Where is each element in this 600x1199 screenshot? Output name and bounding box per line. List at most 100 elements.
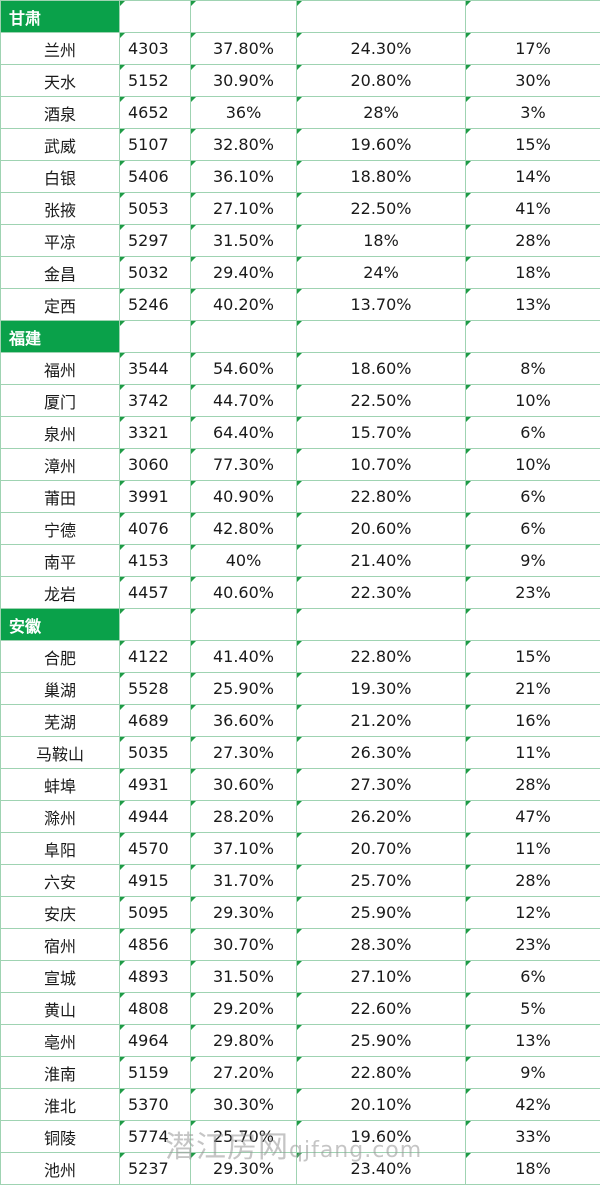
percent-a-cell: 27.10%	[190, 192, 297, 225]
province-name: 福建	[0, 320, 120, 353]
empty-cell	[190, 608, 297, 641]
percent-a-cell: 37.10%	[190, 832, 297, 865]
percent-b-cell: 21.20%	[296, 704, 466, 737]
percent-a-cell: 28.20%	[190, 800, 297, 833]
empty-cell	[296, 320, 466, 353]
province-header-row: 安徽	[0, 608, 600, 641]
value-cell: 4915	[119, 864, 191, 897]
city-name-cell: 龙岩	[0, 576, 120, 609]
percent-c-cell: 30%	[465, 64, 600, 97]
value-cell: 4303	[119, 32, 191, 65]
table-row: 张掖 5053 27.10% 22.50% 41%	[0, 192, 600, 225]
percent-c-cell: 16%	[465, 704, 600, 737]
table-row: 天水 5152 30.90% 20.80% 30%	[0, 64, 600, 97]
percent-c-cell: 23%	[465, 576, 600, 609]
percent-c-cell: 9%	[465, 1056, 600, 1089]
table-row: 合肥 4122 41.40% 22.80% 15%	[0, 640, 600, 673]
empty-cell	[465, 320, 600, 353]
percent-b-cell: 20.10%	[296, 1088, 466, 1121]
percent-a-cell: 31.70%	[190, 864, 297, 897]
province-name: 安徽	[0, 608, 120, 641]
table-row: 龙岩 4457 40.60% 22.30% 23%	[0, 576, 600, 609]
percent-a-cell: 64.40%	[190, 416, 297, 449]
percent-a-cell: 30.70%	[190, 928, 297, 961]
percent-b-cell: 22.80%	[296, 1056, 466, 1089]
percent-c-cell: 41%	[465, 192, 600, 225]
percent-b-cell: 22.30%	[296, 576, 466, 609]
table-row: 宣城 4893 31.50% 27.10% 6%	[0, 960, 600, 993]
table-row: 六安 4915 31.70% 25.70% 28%	[0, 864, 600, 897]
percent-c-cell: 6%	[465, 512, 600, 545]
table-row: 白银 5406 36.10% 18.80% 14%	[0, 160, 600, 193]
percent-b-cell: 27.30%	[296, 768, 466, 801]
percent-b-cell: 19.60%	[296, 1120, 466, 1153]
table-row: 南平 4153 40% 21.40% 9%	[0, 544, 600, 577]
table-row: 芜湖 4689 36.60% 21.20% 16%	[0, 704, 600, 737]
percent-a-cell: 30.60%	[190, 768, 297, 801]
value-cell: 4122	[119, 640, 191, 673]
percent-c-cell: 10%	[465, 384, 600, 417]
value-cell: 3060	[119, 448, 191, 481]
percent-b-cell: 28%	[296, 96, 466, 129]
percent-c-cell: 6%	[465, 480, 600, 513]
percent-a-cell: 40.90%	[190, 480, 297, 513]
city-name-cell: 淮北	[0, 1088, 120, 1121]
city-name-cell: 天水	[0, 64, 120, 97]
percent-a-cell: 29.40%	[190, 256, 297, 289]
table-row: 漳州 3060 77.30% 10.70% 10%	[0, 448, 600, 481]
value-cell: 5159	[119, 1056, 191, 1089]
table-row: 阜阳 4570 37.10% 20.70% 11%	[0, 832, 600, 865]
city-name-cell: 安庆	[0, 896, 120, 929]
percent-b-cell: 28.30%	[296, 928, 466, 961]
percent-c-cell: 18%	[465, 256, 600, 289]
percent-a-cell: 30.30%	[190, 1088, 297, 1121]
city-name-cell: 定西	[0, 288, 120, 321]
percent-a-cell: 32.80%	[190, 128, 297, 161]
table-row: 兰州 4303 37.80% 24.30% 17%	[0, 32, 600, 65]
percent-b-cell: 18.60%	[296, 352, 466, 385]
value-cell: 4856	[119, 928, 191, 961]
city-name-cell: 金昌	[0, 256, 120, 289]
city-name-cell: 兰州	[0, 32, 120, 65]
percent-a-cell: 25.90%	[190, 672, 297, 705]
percent-a-cell: 44.70%	[190, 384, 297, 417]
percent-c-cell: 28%	[465, 768, 600, 801]
city-name-cell: 合肥	[0, 640, 120, 673]
table-row: 淮南 5159 27.20% 22.80% 9%	[0, 1056, 600, 1089]
value-cell: 4570	[119, 832, 191, 865]
value-cell: 4808	[119, 992, 191, 1025]
table-row: 酒泉 4652 36% 28% 3%	[0, 96, 600, 129]
province-header-row: 福建	[0, 320, 600, 353]
percent-c-cell: 17%	[465, 32, 600, 65]
empty-cell	[190, 0, 297, 33]
empty-cell	[190, 320, 297, 353]
city-name-cell: 张掖	[0, 192, 120, 225]
table-row: 安庆 5095 29.30% 25.90% 12%	[0, 896, 600, 929]
table-row: 宿州 4856 30.70% 28.30% 23%	[0, 928, 600, 961]
table-row: 平凉 5297 31.50% 18% 28%	[0, 224, 600, 257]
percent-b-cell: 22.60%	[296, 992, 466, 1025]
table-row: 福州 3544 54.60% 18.60% 8%	[0, 352, 600, 385]
province-header-row: 甘肃	[0, 0, 600, 33]
table-row: 宁德 4076 42.80% 20.60% 6%	[0, 512, 600, 545]
percent-a-cell: 40.20%	[190, 288, 297, 321]
city-name-cell: 厦门	[0, 384, 120, 417]
empty-cell	[119, 608, 191, 641]
city-name-cell: 铜陵	[0, 1120, 120, 1153]
percent-c-cell: 18%	[465, 1152, 600, 1185]
city-name-cell: 芜湖	[0, 704, 120, 737]
value-cell: 5095	[119, 896, 191, 929]
percent-b-cell: 25.90%	[296, 1024, 466, 1057]
percent-c-cell: 6%	[465, 416, 600, 449]
value-cell: 4944	[119, 800, 191, 833]
table-row: 黄山 4808 29.20% 22.60% 5%	[0, 992, 600, 1025]
value-cell: 3742	[119, 384, 191, 417]
empty-cell	[465, 608, 600, 641]
percent-b-cell: 20.80%	[296, 64, 466, 97]
percent-a-cell: 31.50%	[190, 224, 297, 257]
percent-b-cell: 24.30%	[296, 32, 466, 65]
percent-a-cell: 36%	[190, 96, 297, 129]
value-cell: 3991	[119, 480, 191, 513]
percent-a-cell: 41.40%	[190, 640, 297, 673]
city-name-cell: 蚌埠	[0, 768, 120, 801]
